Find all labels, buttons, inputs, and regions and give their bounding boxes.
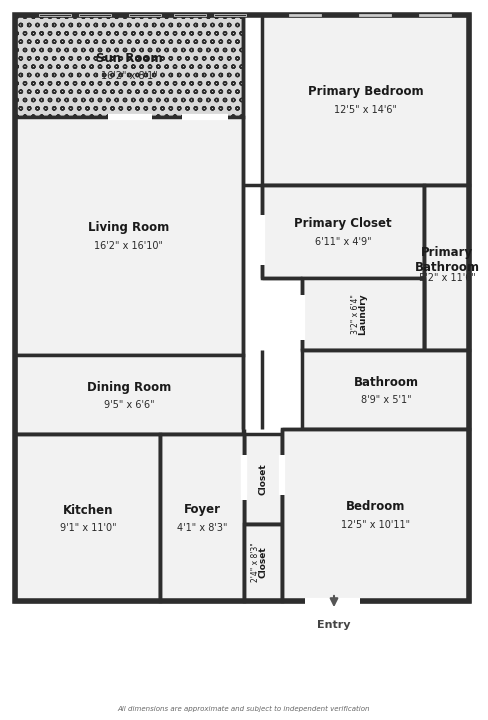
Text: 16'2" x 16'10": 16'2" x 16'10" — [95, 241, 163, 251]
Bar — [244, 524, 282, 601]
Text: Foyer: Foyer — [183, 503, 221, 516]
Bar — [302, 350, 469, 429]
Text: 12'5" x 10'11": 12'5" x 10'11" — [342, 520, 410, 530]
Text: 9'1" x 11'0": 9'1" x 11'0" — [60, 523, 116, 533]
Text: Primary
Bathroom: Primary Bathroom — [414, 246, 480, 274]
Bar — [262, 15, 469, 185]
Bar — [424, 185, 469, 350]
Bar — [15, 434, 160, 601]
Text: Kitchen: Kitchen — [63, 503, 113, 516]
Text: Bathroom: Bathroom — [353, 376, 419, 389]
Bar — [302, 278, 424, 350]
Text: 3'2" x 6'4": 3'2" x 6'4" — [350, 294, 360, 334]
Text: All dimensions are approximate and subject to independent verification: All dimensions are approximate and subje… — [118, 706, 370, 712]
Text: Sun Room: Sun Room — [96, 52, 162, 65]
Text: Laundry: Laundry — [359, 293, 367, 335]
Bar — [15, 15, 469, 601]
Text: 2'4" x 8'3": 2'4" x 8'3" — [250, 542, 260, 582]
Text: Dining Room: Dining Room — [87, 380, 171, 394]
Bar — [160, 434, 244, 601]
Text: 8'9" x 5'1": 8'9" x 5'1" — [361, 395, 411, 405]
Bar — [282, 429, 469, 601]
Bar — [15, 117, 243, 355]
Text: 12'5" x 14'6": 12'5" x 14'6" — [334, 105, 398, 115]
Bar — [15, 355, 243, 434]
Text: Primary Bedroom: Primary Bedroom — [308, 86, 424, 99]
Text: Closet: Closet — [259, 463, 267, 495]
Text: Bedroom: Bedroom — [346, 500, 406, 513]
Text: Primary Closet: Primary Closet — [294, 217, 392, 230]
Text: 9'5" x 6'6": 9'5" x 6'6" — [103, 400, 154, 410]
Text: 4'1" x 8'3": 4'1" x 8'3" — [177, 523, 227, 533]
Text: Living Room: Living Room — [88, 222, 170, 235]
Bar — [15, 15, 243, 117]
Text: 16'2" x 8'1": 16'2" x 8'1" — [101, 71, 157, 81]
Bar — [262, 185, 424, 278]
Text: Entry: Entry — [317, 620, 351, 630]
Text: 5'2" x 11'6": 5'2" x 11'6" — [419, 273, 475, 283]
Text: 6'11" x 4'9": 6'11" x 4'9" — [315, 237, 371, 247]
Text: Closet: Closet — [259, 546, 267, 578]
Bar — [244, 434, 282, 524]
